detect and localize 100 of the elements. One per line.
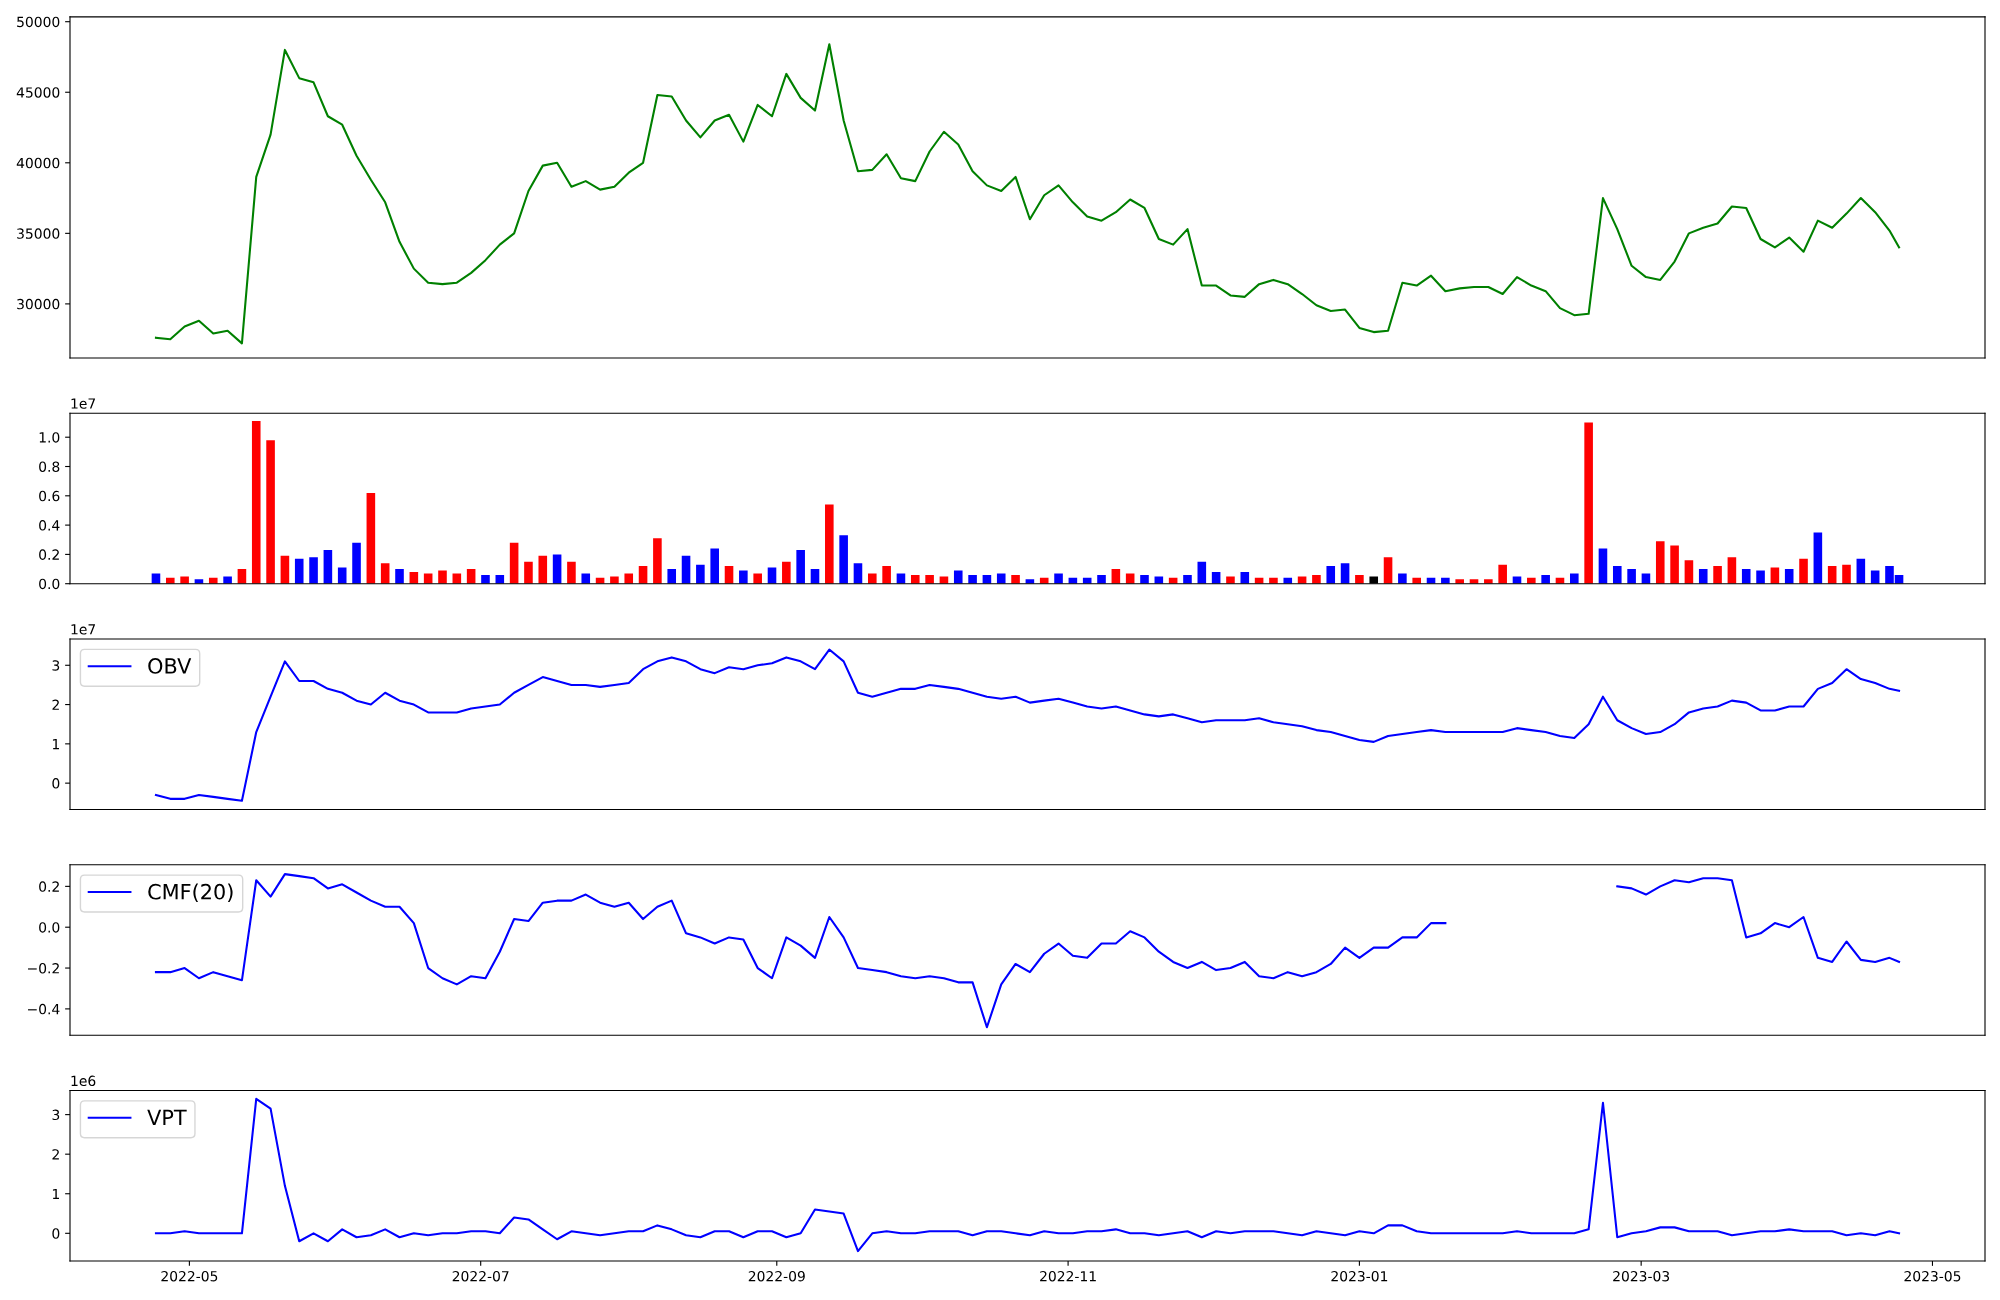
bar <box>251 421 261 584</box>
bar <box>610 576 619 584</box>
bar <box>638 566 648 584</box>
y-tick-label: 0 <box>52 1228 60 1239</box>
x-tick-label: 2023-03 <box>1613 1270 1670 1282</box>
bar <box>1226 576 1235 584</box>
y-tick-label: 35000 <box>17 228 60 239</box>
bar <box>925 574 934 584</box>
bar <box>1727 557 1737 584</box>
text: 1e7 <box>71 624 96 635</box>
bar <box>1412 577 1422 584</box>
bar <box>1570 573 1579 584</box>
bar <box>739 570 748 584</box>
y-tick-label: 3 <box>52 1109 60 1121</box>
bar <box>681 555 691 584</box>
legend-label: OBV <box>148 658 192 674</box>
bar <box>1641 573 1651 584</box>
bar <box>667 569 677 584</box>
bar <box>352 542 361 584</box>
bar <box>796 550 805 584</box>
y-tick-label: 30000 <box>17 298 60 310</box>
y-tick-label: 0.2 <box>39 881 59 892</box>
line-series <box>154 43 1901 345</box>
legend-label: CMF(20) <box>148 883 233 903</box>
bar <box>1398 573 1407 584</box>
bar <box>1240 571 1250 584</box>
bar <box>1484 579 1493 584</box>
bar <box>567 561 576 584</box>
x-tick-label: 2022-09 <box>748 1270 805 1282</box>
bar <box>1698 569 1708 584</box>
y-tick-label: −0.2 <box>28 963 59 974</box>
bar <box>1584 422 1593 584</box>
bar <box>953 570 963 584</box>
bar <box>151 573 161 584</box>
text: 1e7 <box>71 398 96 409</box>
bar <box>1140 574 1149 584</box>
bar <box>395 569 404 584</box>
bar <box>1326 566 1336 584</box>
bar <box>1039 577 1049 584</box>
x-tick-label: 2022-11 <box>1040 1270 1096 1282</box>
bar <box>438 570 447 584</box>
bar <box>724 566 734 584</box>
bar <box>1827 566 1837 584</box>
bar <box>1813 532 1823 584</box>
bar <box>868 573 877 584</box>
bar <box>165 577 175 584</box>
bar <box>1670 545 1679 584</box>
bar <box>1598 548 1608 584</box>
bar <box>1183 574 1192 584</box>
x-tick-label: 2022-07 <box>452 1270 509 1282</box>
bar <box>853 563 863 584</box>
y-tick-label: 2 <box>52 1149 59 1160</box>
bar <box>1713 566 1722 584</box>
bar <box>552 554 562 584</box>
bar <box>996 573 1006 584</box>
bar <box>1856 558 1866 584</box>
bar <box>280 555 290 584</box>
bar <box>753 573 762 584</box>
bar <box>1741 569 1751 584</box>
y-tick-label: 0.0 <box>39 578 60 590</box>
bar <box>1627 569 1636 584</box>
y-tick-label: 1 <box>52 1188 59 1200</box>
x-tick-label: 2022-05 <box>161 1270 218 1282</box>
y-tick-label: 40000 <box>16 157 60 169</box>
bar <box>782 561 791 584</box>
y-tick-label: 0.0 <box>39 922 60 933</box>
bar <box>624 573 634 584</box>
bar <box>1097 574 1106 584</box>
bar <box>1283 577 1293 584</box>
bar <box>710 548 719 584</box>
bar <box>653 538 662 584</box>
bar <box>1125 573 1135 584</box>
bar <box>323 550 333 584</box>
bar <box>1355 574 1364 584</box>
bar <box>1383 557 1393 584</box>
bar <box>1799 558 1808 584</box>
bar <box>1455 579 1464 584</box>
bar <box>294 558 304 584</box>
y-tick-label: 0 <box>52 778 60 789</box>
bar <box>1684 560 1694 584</box>
bar <box>581 573 591 584</box>
bar <box>1054 573 1063 584</box>
bar <box>1011 574 1020 584</box>
y-tick-label: 0.6 <box>39 490 60 502</box>
x-tick-label: 2023-05 <box>1904 1270 1961 1282</box>
bar <box>481 574 490 584</box>
bar <box>1269 577 1278 584</box>
bar <box>1541 574 1550 584</box>
bar <box>452 573 462 584</box>
bar <box>223 576 232 584</box>
bar <box>366 492 376 584</box>
bar <box>896 573 906 584</box>
y-tick-label: 0.2 <box>39 549 59 560</box>
y-tick-label: 50000 <box>17 16 60 28</box>
x-tick-label: 2023-01 <box>1331 1270 1388 1282</box>
y-tick-label: 2 <box>52 699 59 710</box>
bar <box>180 576 189 584</box>
bar <box>1498 564 1507 584</box>
y-tick-label: 1.0 <box>39 432 60 443</box>
y-tick-label: 1 <box>52 739 59 750</box>
